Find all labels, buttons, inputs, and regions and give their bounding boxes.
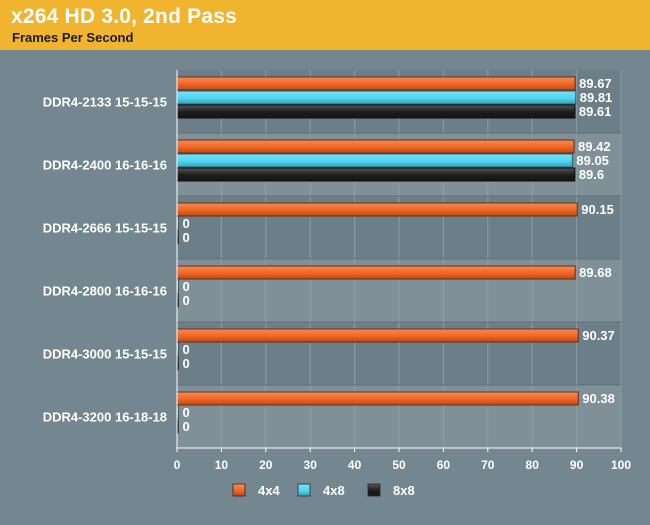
chart-title: x264 HD 3.0, 2nd Pass <box>11 5 237 28</box>
x-tick-label: 70 <box>481 458 495 472</box>
chart-header: x264 HD 3.0, 2nd Pass Frames Per Second <box>0 0 650 50</box>
category-label: DDR4-2133 15-15-15 <box>43 95 167 110</box>
x-tick-label: 0 <box>174 458 181 472</box>
legend-label: 8x8 <box>393 483 415 498</box>
value-label: 0 <box>183 356 190 371</box>
bar-4x4 <box>176 265 576 280</box>
x-tick-label: 80 <box>526 458 540 472</box>
bar-4x8 <box>176 153 573 168</box>
value-label: 89.42 <box>578 139 611 154</box>
value-label: 90.38 <box>582 391 615 406</box>
category-label: DDR4-2666 15-15-15 <box>43 221 167 236</box>
value-label: 0 <box>183 342 190 357</box>
bar-4x4 <box>176 202 578 217</box>
value-label: 90.15 <box>581 202 614 217</box>
x-tick-label: 20 <box>259 458 273 472</box>
bar-4x8 <box>176 90 577 105</box>
value-label: 89.81 <box>580 90 613 105</box>
x-tick-label: 100 <box>611 458 631 472</box>
x-tick-label: 90 <box>570 458 584 472</box>
bar-8x8 <box>176 104 576 119</box>
value-label: 0 <box>183 293 190 308</box>
x-tick-label: 40 <box>348 458 362 472</box>
legend-swatch-4x8 <box>297 483 311 497</box>
bar-8x8 <box>176 167 576 182</box>
value-label: 89.6 <box>579 167 604 182</box>
value-label: 0 <box>183 216 190 231</box>
x-tick-label: 30 <box>304 458 318 472</box>
legend-swatch-4x4 <box>232 483 246 497</box>
value-label: 89.67 <box>579 76 612 91</box>
chart-subtitle: Frames Per Second <box>12 30 134 45</box>
value-label: 0 <box>183 405 190 420</box>
bar-4x4 <box>176 328 579 343</box>
category-label: DDR4-3000 15-15-15 <box>43 347 167 362</box>
legend-swatch-8x8 <box>367 483 381 497</box>
legend-label: 4x4 <box>258 483 280 498</box>
value-label: 90.37 <box>582 328 615 343</box>
category-label: DDR4-3200 16-18-18 <box>43 410 167 425</box>
value-label: 89.68 <box>579 265 612 280</box>
bar-4x4 <box>176 391 579 406</box>
value-label: 0 <box>183 419 190 434</box>
x-tick-label: 60 <box>437 458 451 472</box>
value-label: 89.61 <box>579 104 612 119</box>
value-label: 0 <box>183 230 190 245</box>
legend-label: 4x8 <box>323 483 345 498</box>
x-tick-label: 50 <box>392 458 406 472</box>
value-label: 89.05 <box>576 153 609 168</box>
x-tick-label: 10 <box>215 458 229 472</box>
category-label: DDR4-2400 16-16-16 <box>43 158 167 173</box>
bar-4x4 <box>176 76 576 91</box>
bar-4x4 <box>176 139 575 154</box>
category-label: DDR4-2800 16-16-16 <box>43 284 167 299</box>
value-label: 0 <box>183 279 190 294</box>
